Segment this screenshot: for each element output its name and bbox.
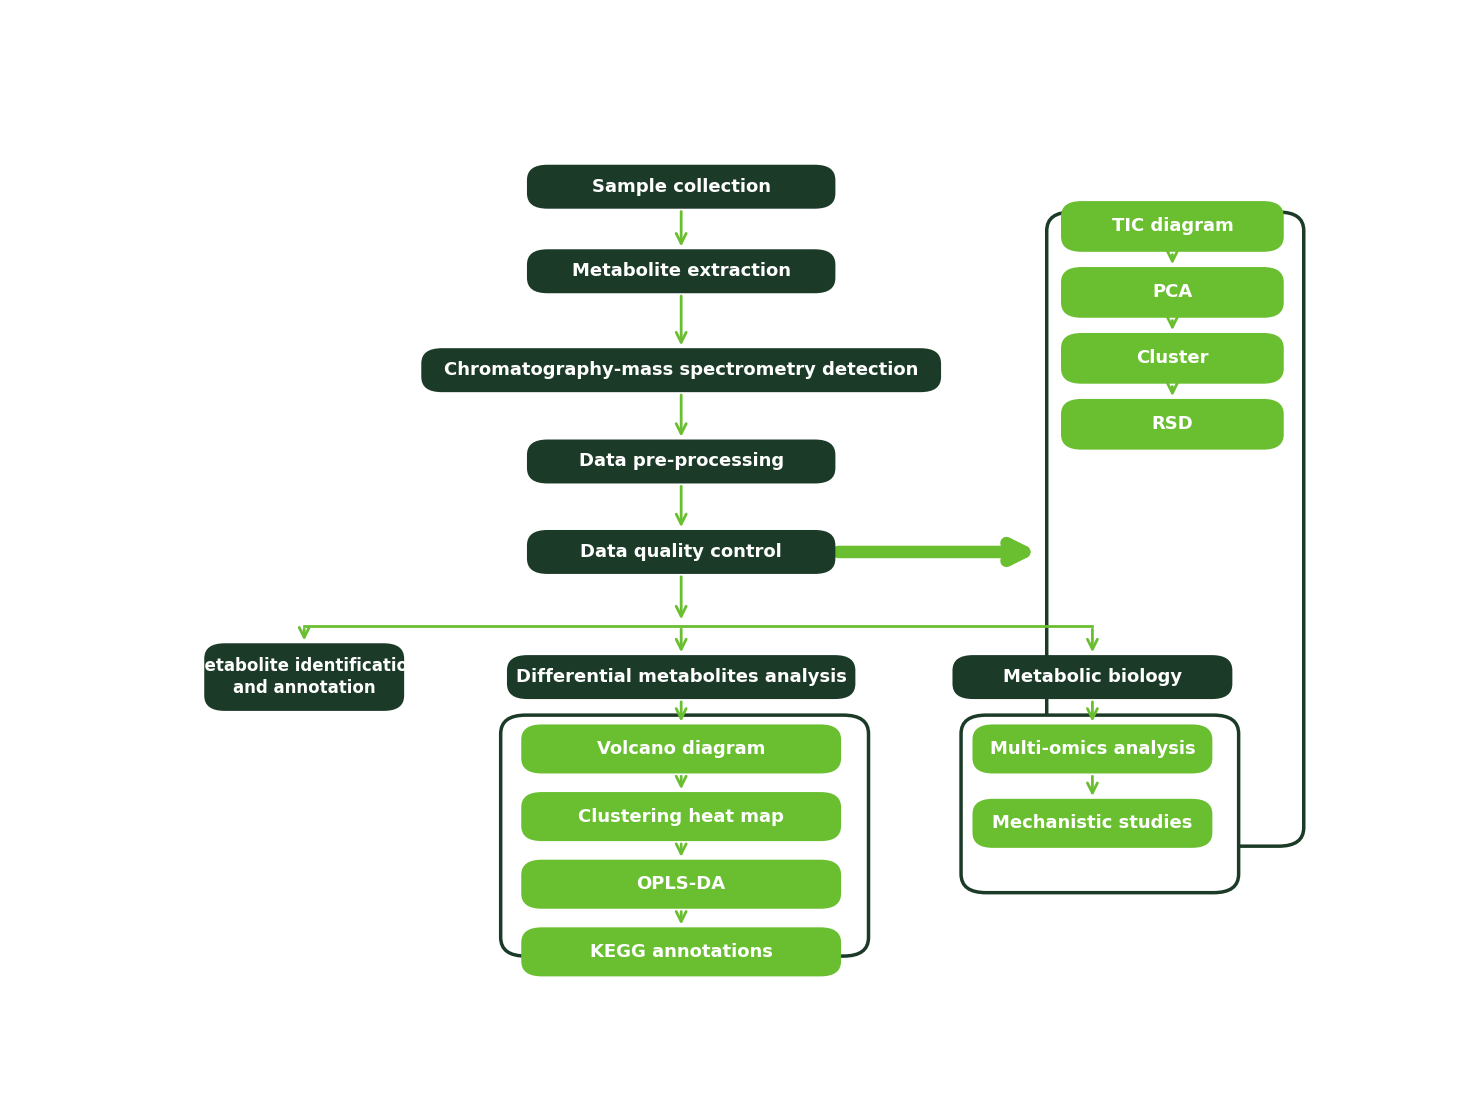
Text: Clustering heat map: Clustering heat map xyxy=(578,808,784,826)
FancyBboxPatch shape xyxy=(952,656,1232,699)
Text: RSD: RSD xyxy=(1151,415,1194,434)
FancyBboxPatch shape xyxy=(973,799,1213,848)
Text: Mechanistic studies: Mechanistic studies xyxy=(992,815,1192,832)
Text: Metabolite identification
and annotation: Metabolite identification and annotation xyxy=(189,657,420,697)
Text: KEGG annotations: KEGG annotations xyxy=(590,943,772,961)
FancyBboxPatch shape xyxy=(1061,267,1284,317)
Text: Differential metabolites analysis: Differential metabolites analysis xyxy=(516,668,846,686)
FancyBboxPatch shape xyxy=(528,165,836,209)
FancyBboxPatch shape xyxy=(528,530,836,574)
FancyBboxPatch shape xyxy=(1061,333,1284,383)
Text: Multi-omics analysis: Multi-omics analysis xyxy=(989,740,1195,758)
FancyBboxPatch shape xyxy=(1061,201,1284,251)
FancyBboxPatch shape xyxy=(961,715,1238,893)
Text: Sample collection: Sample collection xyxy=(591,178,771,195)
FancyBboxPatch shape xyxy=(528,439,836,483)
Text: Cluster: Cluster xyxy=(1136,349,1209,368)
FancyBboxPatch shape xyxy=(522,792,842,841)
Text: Metabolic biology: Metabolic biology xyxy=(1002,668,1182,686)
Text: TIC diagram: TIC diagram xyxy=(1111,217,1234,235)
FancyBboxPatch shape xyxy=(973,725,1213,773)
Text: OPLS-DA: OPLS-DA xyxy=(637,875,725,893)
FancyBboxPatch shape xyxy=(1047,212,1304,847)
Text: Chromatography-mass spectrometry detection: Chromatography-mass spectrometry detecti… xyxy=(444,361,918,379)
Text: Data quality control: Data quality control xyxy=(581,542,783,561)
FancyBboxPatch shape xyxy=(522,860,842,909)
Text: Data pre-processing: Data pre-processing xyxy=(579,452,784,470)
Text: Volcano diagram: Volcano diagram xyxy=(597,740,765,758)
Text: PCA: PCA xyxy=(1153,283,1192,301)
FancyBboxPatch shape xyxy=(205,643,404,710)
FancyBboxPatch shape xyxy=(528,249,836,293)
Text: Metabolite extraction: Metabolite extraction xyxy=(572,262,790,280)
FancyBboxPatch shape xyxy=(522,725,842,773)
FancyBboxPatch shape xyxy=(507,656,855,699)
FancyBboxPatch shape xyxy=(501,715,868,956)
FancyBboxPatch shape xyxy=(422,348,940,392)
FancyBboxPatch shape xyxy=(1061,399,1284,450)
FancyBboxPatch shape xyxy=(522,928,842,976)
